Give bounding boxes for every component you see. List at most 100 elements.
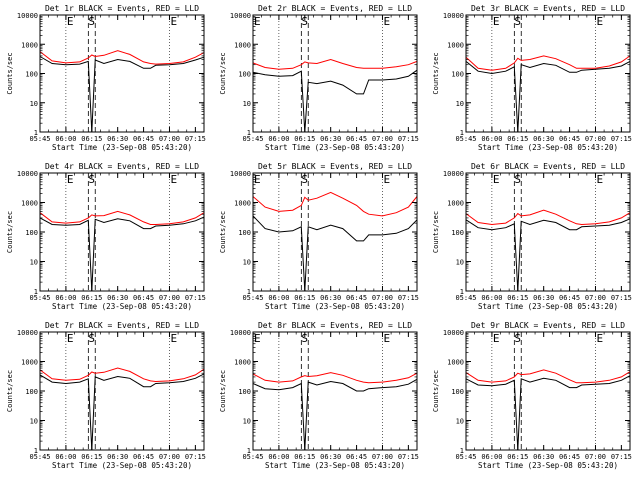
series-lld-line [252,191,418,217]
x-tick-label: 06:45 [559,135,580,143]
marker-label-s: S [514,332,521,345]
marker-label-e-end: E [383,332,390,345]
series-lld-line [39,367,205,383]
y-tick-label: 100 [238,71,251,79]
x-tick-label: 05:45 [242,135,263,143]
chart-panel-1: Det 1r BLACK = Events, RED = LLD E S E 1 10 10… [6,4,206,152]
y-tick-label: 10000 [17,170,38,178]
x-tick-label: 07:00 [372,453,393,461]
marker-label-e-start: E [67,15,74,28]
x-tick-label: 05:45 [29,453,50,461]
y-tick-label: 1000 [234,41,251,49]
marker-label-s: S [88,173,95,186]
y-tick-label: 1 [460,129,464,137]
y-tick-label: 10000 [17,329,38,337]
series-events-line [39,373,205,451]
marker-label-s: S [301,173,308,186]
x-tick-label: 06:00 [481,135,502,143]
series-events-line [465,375,631,451]
marker-label-e-start: E [254,15,261,28]
y-axis-label: Counts/sec [6,370,14,412]
chart-panel-9: Det 9r BLACK = Events, RED = LLD E S E 1 10 10… [432,321,632,470]
marker-label-e-start: E [493,15,500,28]
x-tick-label: 06:45 [559,294,580,302]
y-tick-label: 1 [34,447,38,455]
series-lld-line [465,209,631,226]
x-tick-label: 06:30 [533,294,554,302]
x-tick-label: 07:00 [585,294,606,302]
plot-frame [39,172,205,292]
x-tick-label: 06:00 [55,453,76,461]
y-tick-label: 1 [247,447,251,455]
chart-panel-3: Det 3r BLACK = Events, RED = LLD E S E 1 10 10… [432,4,632,152]
marker-label-s: S [301,332,308,345]
series-events-line [252,215,418,292]
x-tick-label: 05:45 [242,294,263,302]
y-tick-label: 10 [30,100,38,108]
chart-title: Det 1r BLACK = Events, RED = LLD [45,4,199,13]
x-tick-label: 06:30 [533,453,554,461]
chart-title: Det 2r BLACK = Events, RED = LLD [258,4,412,13]
x-tick-label: 05:45 [455,453,476,461]
x-tick-label: 07:15 [611,135,632,143]
x-tick-label: 07:00 [159,135,180,143]
x-tick-label: 06:15 [294,135,315,143]
x-tick-label: 06:45 [133,453,154,461]
y-tick-label: 100 [238,388,251,396]
marker-label-e-end: E [596,332,603,345]
y-tick-label: 10000 [230,329,251,337]
marker-label-e-start: E [67,173,74,186]
series-events-line [465,218,631,292]
x-tick-label: 05:45 [242,453,263,461]
x-tick-label: 07:00 [585,135,606,143]
y-tick-label: 1 [247,288,251,296]
chart-title: Det 4r BLACK = Events, RED = LLD [45,162,199,171]
marker-label-s: S [301,15,308,28]
series-events-line [252,69,418,133]
y-axis-label: Counts/sec [432,211,440,253]
y-tick-label: 10000 [230,12,251,20]
x-tick-label: 05:45 [29,135,50,143]
marker-label-e-end: E [383,15,390,28]
x-axis-label: Start Time (23-Sep-08 05:43:20) [52,143,192,152]
x-tick-label: 06:00 [55,294,76,302]
chart-title: Det 6r BLACK = Events, RED = LLD [471,162,625,171]
x-axis-label: Start Time (23-Sep-08 05:43:20) [478,143,618,152]
x-tick-label: 07:15 [185,453,206,461]
x-tick-label: 06:45 [133,135,154,143]
y-tick-label: 1 [34,129,38,137]
x-axis-label: Start Time (23-Sep-08 05:43:20) [265,143,405,152]
y-axis-label: Counts/sec [219,370,227,412]
x-tick-label: 07:15 [611,294,632,302]
x-tick-label: 06:00 [481,294,502,302]
marker-label-e-end: E [383,173,390,186]
y-tick-label: 10000 [230,170,251,178]
y-tick-label: 1000 [21,41,38,49]
chart-panel-6: Det 6r BLACK = Events, RED = LLD E S E 1 10 10… [432,162,632,311]
x-tick-label: 06:30 [320,294,341,302]
x-tick-label: 06:45 [346,453,367,461]
marker-label-e-start: E [254,332,261,345]
x-tick-label: 06:30 [107,294,128,302]
marker-label-e-start: E [254,173,261,186]
y-tick-label: 10000 [443,170,464,178]
x-tick-label: 06:00 [268,135,289,143]
y-tick-label: 10000 [443,329,464,337]
x-tick-label: 06:30 [320,135,341,143]
x-tick-label: 06:15 [507,453,528,461]
y-axis-label: Counts/sec [6,52,14,94]
x-tick-label: 07:00 [159,453,180,461]
x-tick-label: 06:45 [346,294,367,302]
y-tick-label: 10000 [17,12,38,20]
x-tick-label: 06:00 [268,294,289,302]
marker-label-e-start: E [67,332,74,345]
x-tick-label: 06:45 [346,135,367,143]
y-tick-label: 100 [25,71,38,79]
plot-frame [465,331,631,451]
y-tick-label: 100 [25,388,38,396]
y-tick-label: 100 [451,388,464,396]
chart-panel-7: Det 7r BLACK = Events, RED = LLD E S E 1 10 10… [6,321,206,470]
x-axis-label: Start Time (23-Sep-08 05:43:20) [52,461,192,470]
x-tick-label: 07:00 [372,294,393,302]
y-tick-label: 100 [25,229,38,237]
